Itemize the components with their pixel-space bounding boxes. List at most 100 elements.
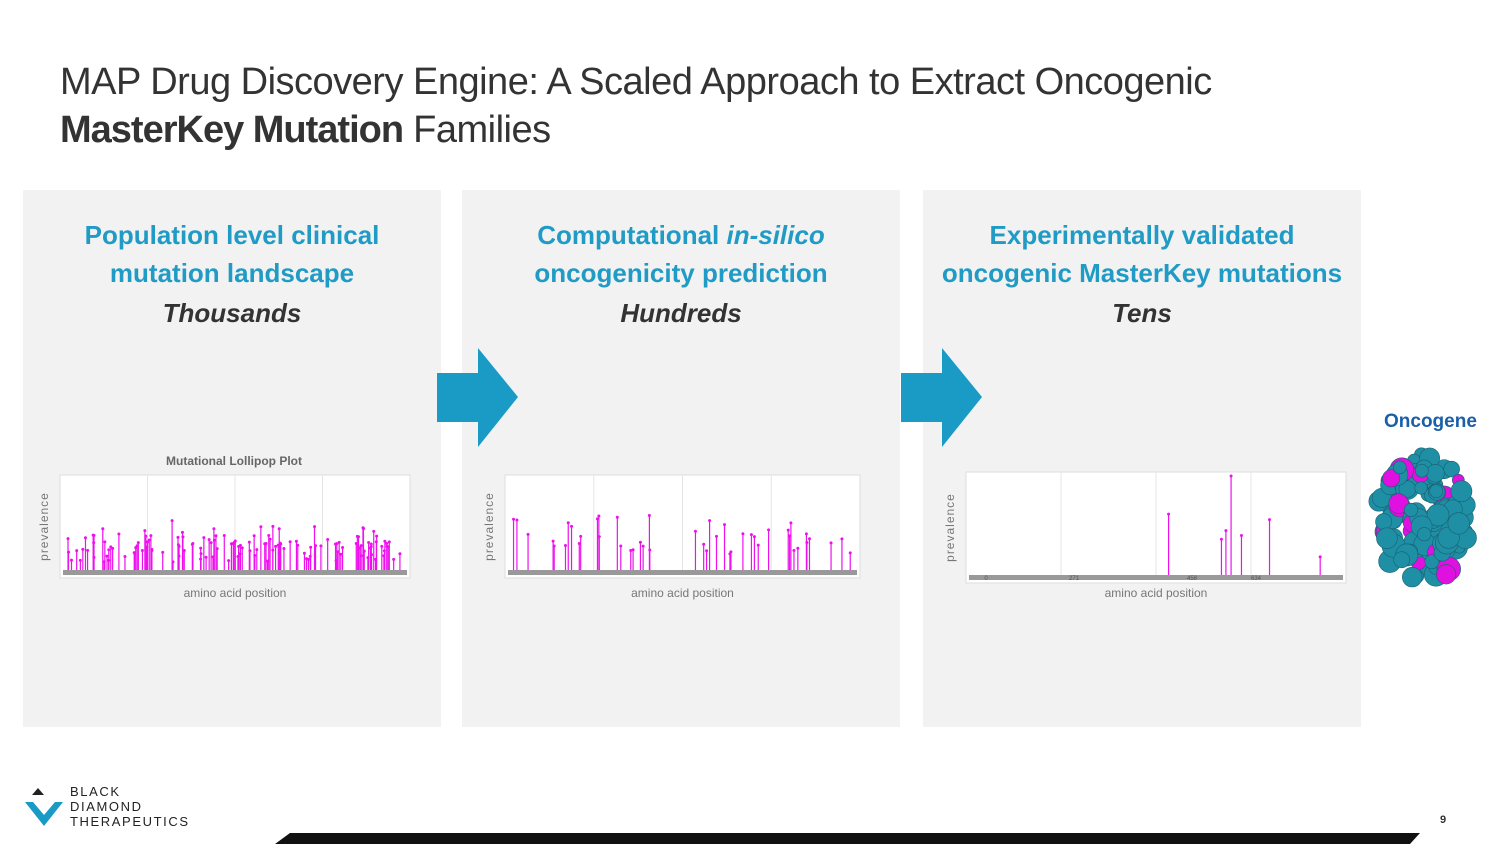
lollipop-head [227, 559, 231, 563]
heading-line: Computational in-silico [462, 216, 900, 254]
lollipop-head [693, 529, 697, 533]
lollipop-head [385, 545, 389, 549]
lollipop-head [259, 525, 263, 529]
lollipop-head [789, 521, 793, 525]
lollipop-head [67, 550, 71, 554]
lollipop-head [563, 543, 567, 547]
protein-blob [1393, 460, 1407, 475]
lollipop-head [271, 524, 275, 528]
lollipop-head [143, 529, 147, 533]
lollipop-head [619, 544, 623, 548]
lollipop-head [75, 549, 79, 553]
x-axis-label: amino acid position [631, 586, 734, 600]
lollipop-head [268, 537, 272, 541]
protein-blob [1426, 464, 1445, 483]
heading-line: Experimentally validated [989, 220, 1295, 250]
lollipop-head [202, 536, 206, 540]
lollipop-head [176, 543, 180, 547]
lollipop-head [375, 534, 379, 538]
lollipop-head [150, 547, 154, 551]
lollipop-head [237, 545, 241, 549]
lollipop-head [247, 540, 251, 544]
lollipop-head [309, 545, 313, 549]
arrow [437, 348, 518, 447]
lollipop-head [723, 523, 727, 527]
page-number: 9 [1440, 814, 1447, 826]
lollipop-head [515, 518, 519, 522]
lollipop-head [149, 534, 153, 538]
lollipop-head [147, 538, 151, 542]
lollipop-head [212, 538, 216, 542]
lollipop-head [81, 547, 85, 551]
lollipop-head [1229, 474, 1233, 478]
lollipop-head [204, 555, 208, 559]
lollipop-head [263, 542, 267, 546]
lollipop-head [170, 519, 174, 523]
lollipop-head [135, 544, 139, 548]
plot-axis-bar [508, 570, 857, 575]
plot-title: Mutational Lollipop Plot [166, 454, 302, 468]
lollipop-head [222, 534, 226, 538]
logo-text: BLACK DIAMOND THERAPEUTICS [70, 784, 190, 829]
lollipop-head [629, 548, 633, 552]
oncogene-label: Oncogene [1384, 411, 1477, 432]
lollipop-head [805, 540, 809, 544]
lollipop-head [359, 544, 363, 548]
plot-axis-bar [969, 575, 1343, 580]
lollipop-head [91, 533, 95, 537]
title-rest: Families [403, 109, 551, 151]
lollipop-head [83, 536, 87, 540]
lollipop-head [359, 554, 363, 558]
title-bold: MasterKey Mutation [60, 109, 404, 151]
lollipop-head [372, 529, 376, 533]
lollipop-head [788, 534, 792, 538]
panel: Experimentally validated oncogenic Maste… [923, 190, 1361, 727]
lollipop-head [211, 555, 215, 559]
lollipop-head [140, 549, 144, 553]
lollipop-head [267, 533, 271, 537]
title-line: MasterKey Mutation Families [60, 106, 1212, 154]
lollipop-head [266, 559, 270, 563]
protein-blob [1417, 527, 1432, 542]
lollipop-head [361, 527, 365, 531]
lollipop-head [1167, 512, 1171, 516]
lollipop-head [214, 534, 218, 538]
x-tick-label: 0 [984, 576, 988, 582]
lollipop-head [356, 535, 360, 539]
lollipop-head [829, 541, 833, 545]
lollipop-head [638, 540, 642, 544]
lollipop-head [117, 532, 121, 536]
lollipop-head [313, 525, 317, 529]
arrow [901, 348, 982, 447]
lollipop-head [326, 538, 330, 542]
lollipop-head [86, 548, 90, 552]
lollipop-head [714, 534, 718, 538]
title-line: MAP Drug Discovery Engine: A Scaled Appr… [60, 61, 1212, 103]
lollipop-head [306, 557, 310, 561]
lollipop-head [383, 539, 387, 543]
lollipop-head [1268, 518, 1272, 522]
lollipop-head [615, 515, 619, 519]
panel-heading: Experimentally validated oncogenic Maste… [923, 216, 1361, 292]
lollipop-head [597, 514, 601, 518]
heading-line: Population level clinical [84, 220, 380, 250]
lollipop-head [512, 517, 516, 521]
lollipop-head [282, 547, 286, 551]
panel-count: Thousands [162, 298, 302, 328]
x-axis-label: amino acid position [184, 586, 287, 600]
protein-blob [1414, 481, 1428, 495]
logo-line: THERAPEUTICS [70, 814, 190, 829]
lollipop-head [648, 548, 652, 552]
lollipop-head [595, 517, 599, 521]
heading-line: oncogenic MasterKey mutations [941, 258, 1343, 288]
lollipop-head [70, 558, 74, 562]
lollipop-head [579, 534, 583, 538]
lollipop-head [335, 542, 339, 546]
lollipop-head [102, 560, 106, 564]
x-tick-label: 271 [1069, 576, 1080, 582]
lollipop-head [374, 557, 378, 561]
protein-blob [1447, 512, 1470, 535]
lollipop-head [248, 549, 252, 553]
lollipop-head [341, 545, 345, 549]
lollipop-head [278, 541, 282, 545]
